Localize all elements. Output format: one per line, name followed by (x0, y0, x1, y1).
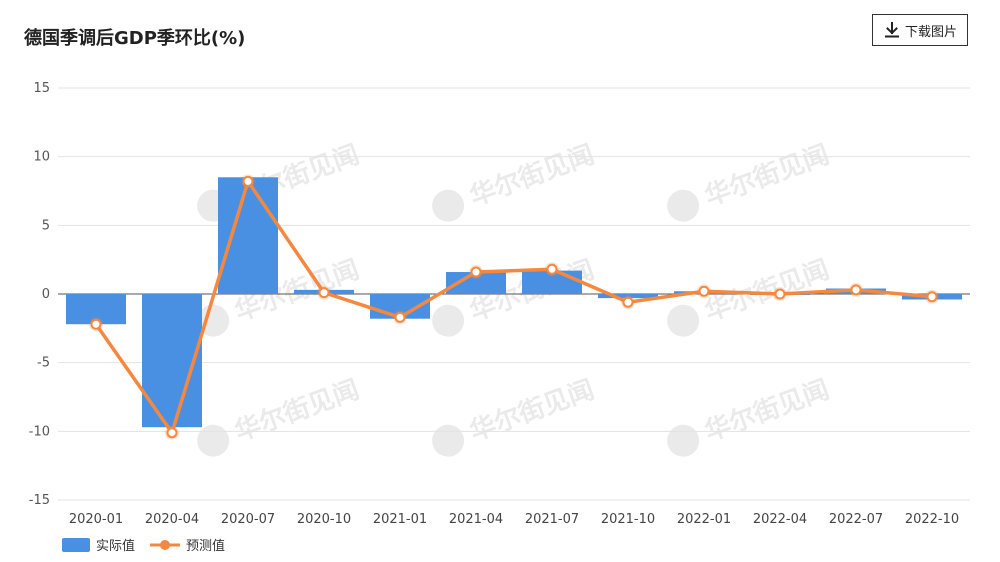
forecast-point (622, 296, 634, 308)
chart-title: 德国季调后GDP季环比(%) (24, 28, 246, 49)
x-tick-label: 2020-07 (221, 512, 275, 527)
bar-series (66, 177, 962, 428)
download-icon (884, 22, 899, 38)
watermark: 华尔街见闻 (432, 254, 598, 337)
forecast-point (394, 311, 406, 323)
x-tick-label: 2021-10 (601, 512, 655, 527)
y-tick-label: 15 (33, 81, 50, 96)
forecast-point (90, 318, 102, 330)
legend-label-forecast: 预测值 (186, 538, 225, 554)
watermark: 华尔街见闻 (432, 139, 599, 222)
bar-actual (446, 272, 506, 294)
forecast-point (774, 288, 786, 300)
forecast-line (94, 179, 933, 435)
x-tick-label: 2021-04 (449, 512, 503, 527)
line-series (89, 174, 939, 440)
watermark-text: 华尔街见闻 (466, 139, 599, 213)
legend: 实际值 预测值 (62, 538, 225, 554)
watermark: 华尔街见闻 (432, 374, 599, 457)
legend-swatch-actual (62, 538, 90, 552)
legend-swatch-forecast-dot (160, 540, 170, 550)
x-tick-label: 2021-07 (525, 512, 579, 527)
x-tick-label: 2021-01 (373, 512, 427, 527)
y-axis-ticks: 15 10 5 0 -5 -10 -15 (29, 81, 50, 508)
watermark: 华尔街见闻 (197, 374, 364, 457)
watermark-text: 华尔街见闻 (701, 374, 834, 448)
forecast-point (242, 175, 254, 187)
legend-label-actual: 实际值 (96, 538, 135, 554)
x-axis-ticks: 2020-01 2020-04 2020-07 2020-10 2021-01 2021-… (69, 512, 959, 527)
x-tick-label: 2022-04 (753, 512, 807, 527)
y-tick-label: -5 (37, 356, 50, 371)
x-tick-label: 2022-01 (677, 512, 731, 527)
watermark-text: 华尔街见闻 (231, 374, 364, 448)
y-tick-label: 5 (42, 218, 50, 233)
x-tick-label: 2020-01 (69, 512, 123, 527)
watermark-text: 华尔街见闻 (466, 374, 599, 448)
bar-actual (218, 177, 278, 294)
watermark: 华尔街见闻 (667, 139, 834, 222)
y-tick-label: 10 (33, 150, 50, 165)
x-tick-label: 2020-04 (145, 512, 199, 527)
y-tick-label: 0 (42, 287, 50, 302)
watermark: 华尔街见闻 (667, 254, 833, 337)
x-tick-label: 2022-10 (905, 512, 959, 527)
watermark-text: 华尔街见闻 (701, 139, 834, 213)
bar-actual (598, 294, 658, 299)
forecast-point (850, 284, 862, 296)
x-tick-label: 2020-10 (297, 512, 351, 527)
x-tick-label: 2022-07 (829, 512, 883, 527)
forecast-point (318, 287, 330, 299)
grid-lines (58, 87, 970, 501)
download-button-label: 下载图片 (904, 24, 957, 40)
y-tick-label: -10 (29, 424, 50, 439)
forecast-point (926, 291, 938, 303)
watermark: 华尔街见闻 (667, 374, 834, 457)
download-image-button[interactable]: 下载图片 (872, 14, 968, 46)
forecast-point (698, 285, 710, 297)
forecast-point (470, 266, 482, 278)
forecast-point (166, 427, 178, 439)
y-tick-label: -15 (29, 493, 50, 508)
forecast-point (546, 263, 558, 275)
